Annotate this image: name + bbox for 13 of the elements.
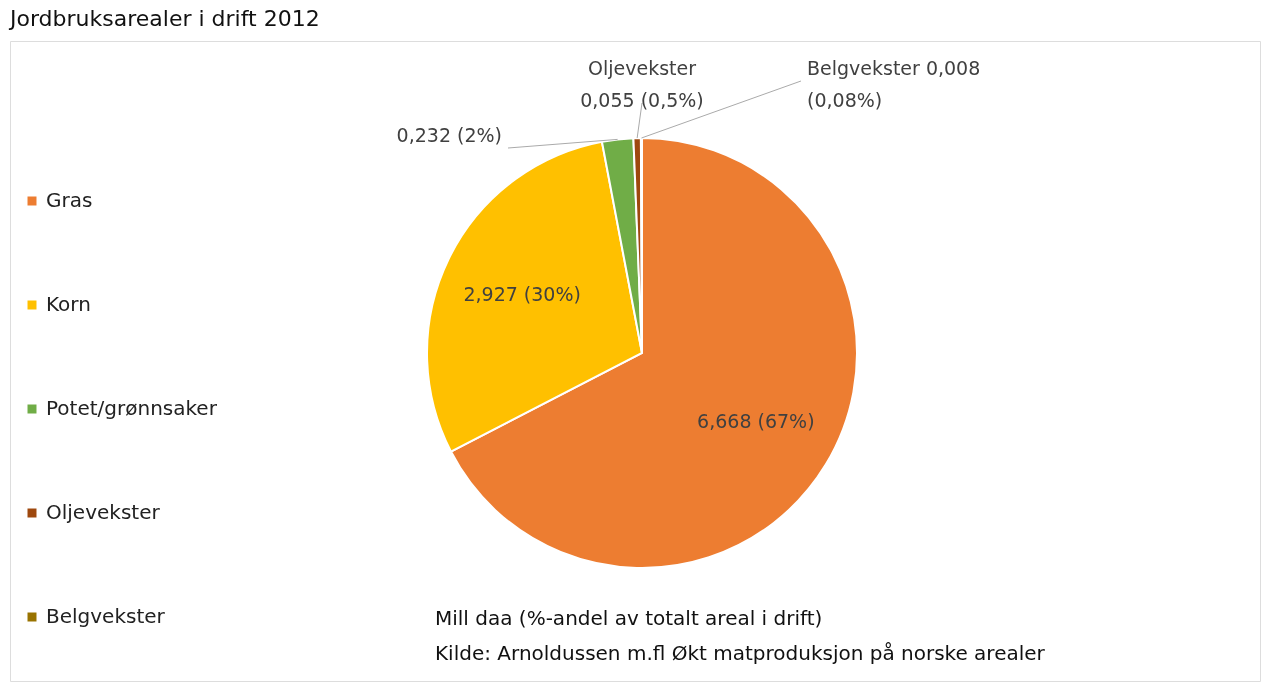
- data-label: 2,927 (30%): [463, 282, 581, 305]
- chart-title: Jordbruksarealer i drift 2012: [8, 6, 320, 31]
- data-label: 6,668 (67%): [697, 410, 815, 433]
- legend-label: Oljevekster: [46, 500, 161, 524]
- legend-label: Potet/grønnsaker: [46, 396, 218, 420]
- data-label: Belgvekster 0,008 (0,08%): [807, 57, 981, 111]
- data-label: Oljevekster 0,055 (0,5%): [580, 57, 704, 111]
- text: Kilde: Arnoldussen m.fl Økt matproduksjon på norske arealer: [435, 641, 1046, 665]
- data-label: 0,232 (2%): [396, 124, 502, 146]
- legend-label: Belgvekster: [46, 604, 166, 628]
- text: Mill daa (%-andel av totalt areal i drift): [435, 606, 823, 630]
- legend-label: Gras: [46, 188, 93, 212]
- legend-label: Korn: [46, 292, 91, 316]
